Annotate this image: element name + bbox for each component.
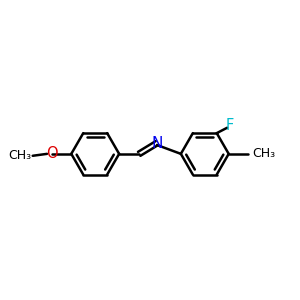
Text: F: F [226,118,234,133]
Text: N: N [151,136,163,151]
Text: O: O [46,146,58,161]
Text: CH₃: CH₃ [8,149,31,162]
Text: CH₃: CH₃ [253,147,276,161]
